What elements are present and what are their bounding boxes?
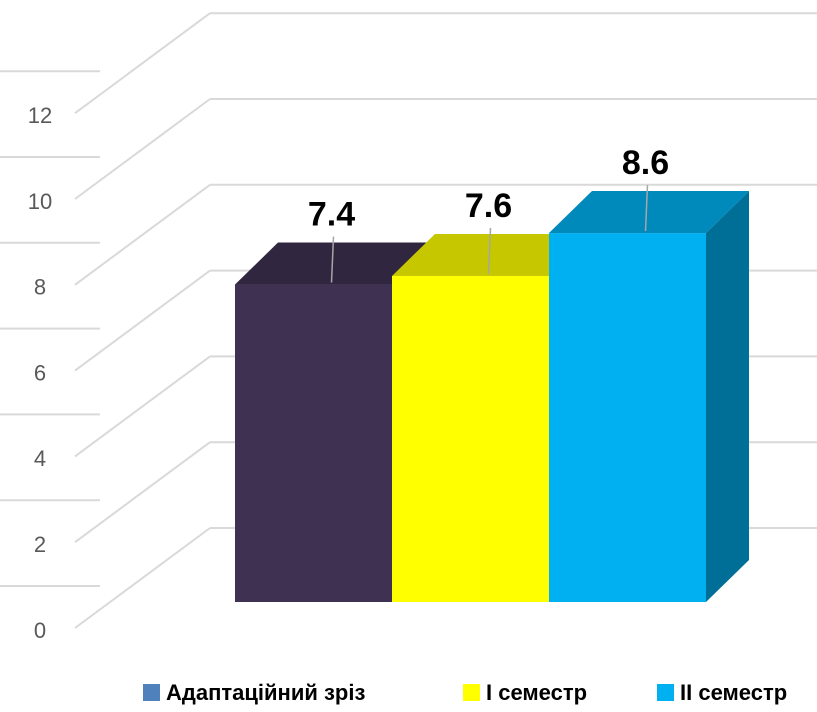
grid-line-diagonal: [74, 355, 211, 458]
data-label: 8.6: [622, 144, 669, 182]
legend-marker: [657, 684, 674, 701]
grid-line-diagonal: [74, 183, 211, 286]
data-label: 7.4: [308, 196, 355, 234]
data-label: 7.6: [465, 187, 512, 225]
bar: [392, 275, 549, 602]
leader-line: [487, 227, 492, 274]
bar-top: [549, 191, 749, 234]
legend-label: II семестр: [680, 680, 787, 705]
leader-line: [330, 236, 335, 283]
leader-line: [644, 185, 649, 232]
y-tick-label: 0: [34, 618, 46, 643]
grid-line-diagonal: [74, 269, 211, 372]
legend-label: I семестр: [486, 680, 587, 705]
grid-line-diagonal: [74, 98, 211, 200]
y-tick-label: 10: [28, 189, 52, 214]
grid-line-diagonal: [74, 441, 211, 544]
bar-top: [392, 233, 592, 276]
bar-top: [235, 242, 435, 285]
grid-line-diagonal: [74, 12, 211, 115]
legend-label: Адаптаційний зріз: [166, 680, 365, 705]
y-tick-label: 8: [34, 275, 46, 300]
bar: [235, 284, 392, 602]
y-tick-label: 6: [34, 360, 46, 385]
legend-marker: [143, 684, 160, 701]
y-tick-label: 2: [34, 532, 46, 557]
y-tick-label: 12: [28, 103, 52, 128]
grid-line-diagonal: [74, 527, 211, 629]
bar-side: [706, 191, 749, 602]
bar: [549, 233, 706, 602]
legend-marker: [463, 684, 480, 701]
y-tick-label: 4: [34, 446, 46, 471]
